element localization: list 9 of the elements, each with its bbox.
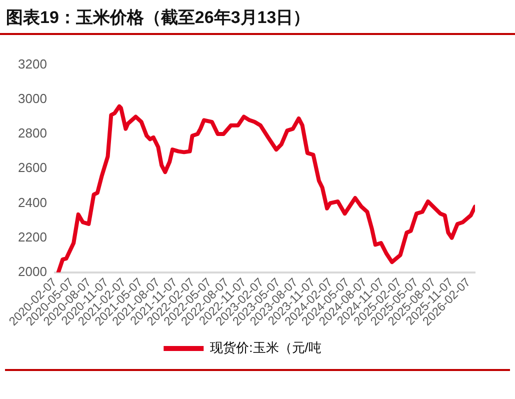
y-tick-label: 3000: [18, 90, 47, 106]
y-tick-label: 3200: [18, 56, 47, 72]
legend-label: 现货价:玉米（元/吨: [210, 340, 322, 356]
y-tick-label: 2800: [18, 126, 47, 141]
y-tick-label: 2000: [18, 264, 47, 279]
y-tick-label: 2200: [18, 229, 47, 244]
chart-title: 图表19：玉米价格（截至26年3月13日）: [0, 0, 515, 35]
y-tick-label: 2400: [18, 194, 47, 210]
y-tick-label: 2600: [18, 160, 47, 176]
